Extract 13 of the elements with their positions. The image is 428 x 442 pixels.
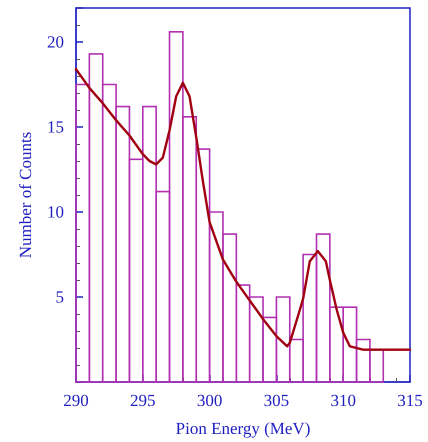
x-tick-label: 300 xyxy=(196,391,222,410)
y-axis-title: Number of Counts xyxy=(16,132,35,258)
x-tick-label: 290 xyxy=(63,391,89,410)
x-tick-label: 310 xyxy=(330,391,356,410)
y-tick-label: 5 xyxy=(56,288,64,306)
x-tick-label: 315 xyxy=(397,391,423,410)
x-tick-label: 305 xyxy=(264,391,290,410)
y-tick-label: 20 xyxy=(47,32,64,52)
x-tick-label: 295 xyxy=(130,391,156,410)
y-tick-label: 15 xyxy=(47,118,64,136)
x-axis-title: Pion Energy (MeV) xyxy=(176,419,310,438)
y-tick-label: 10 xyxy=(47,202,64,222)
line-series xyxy=(74,68,412,351)
